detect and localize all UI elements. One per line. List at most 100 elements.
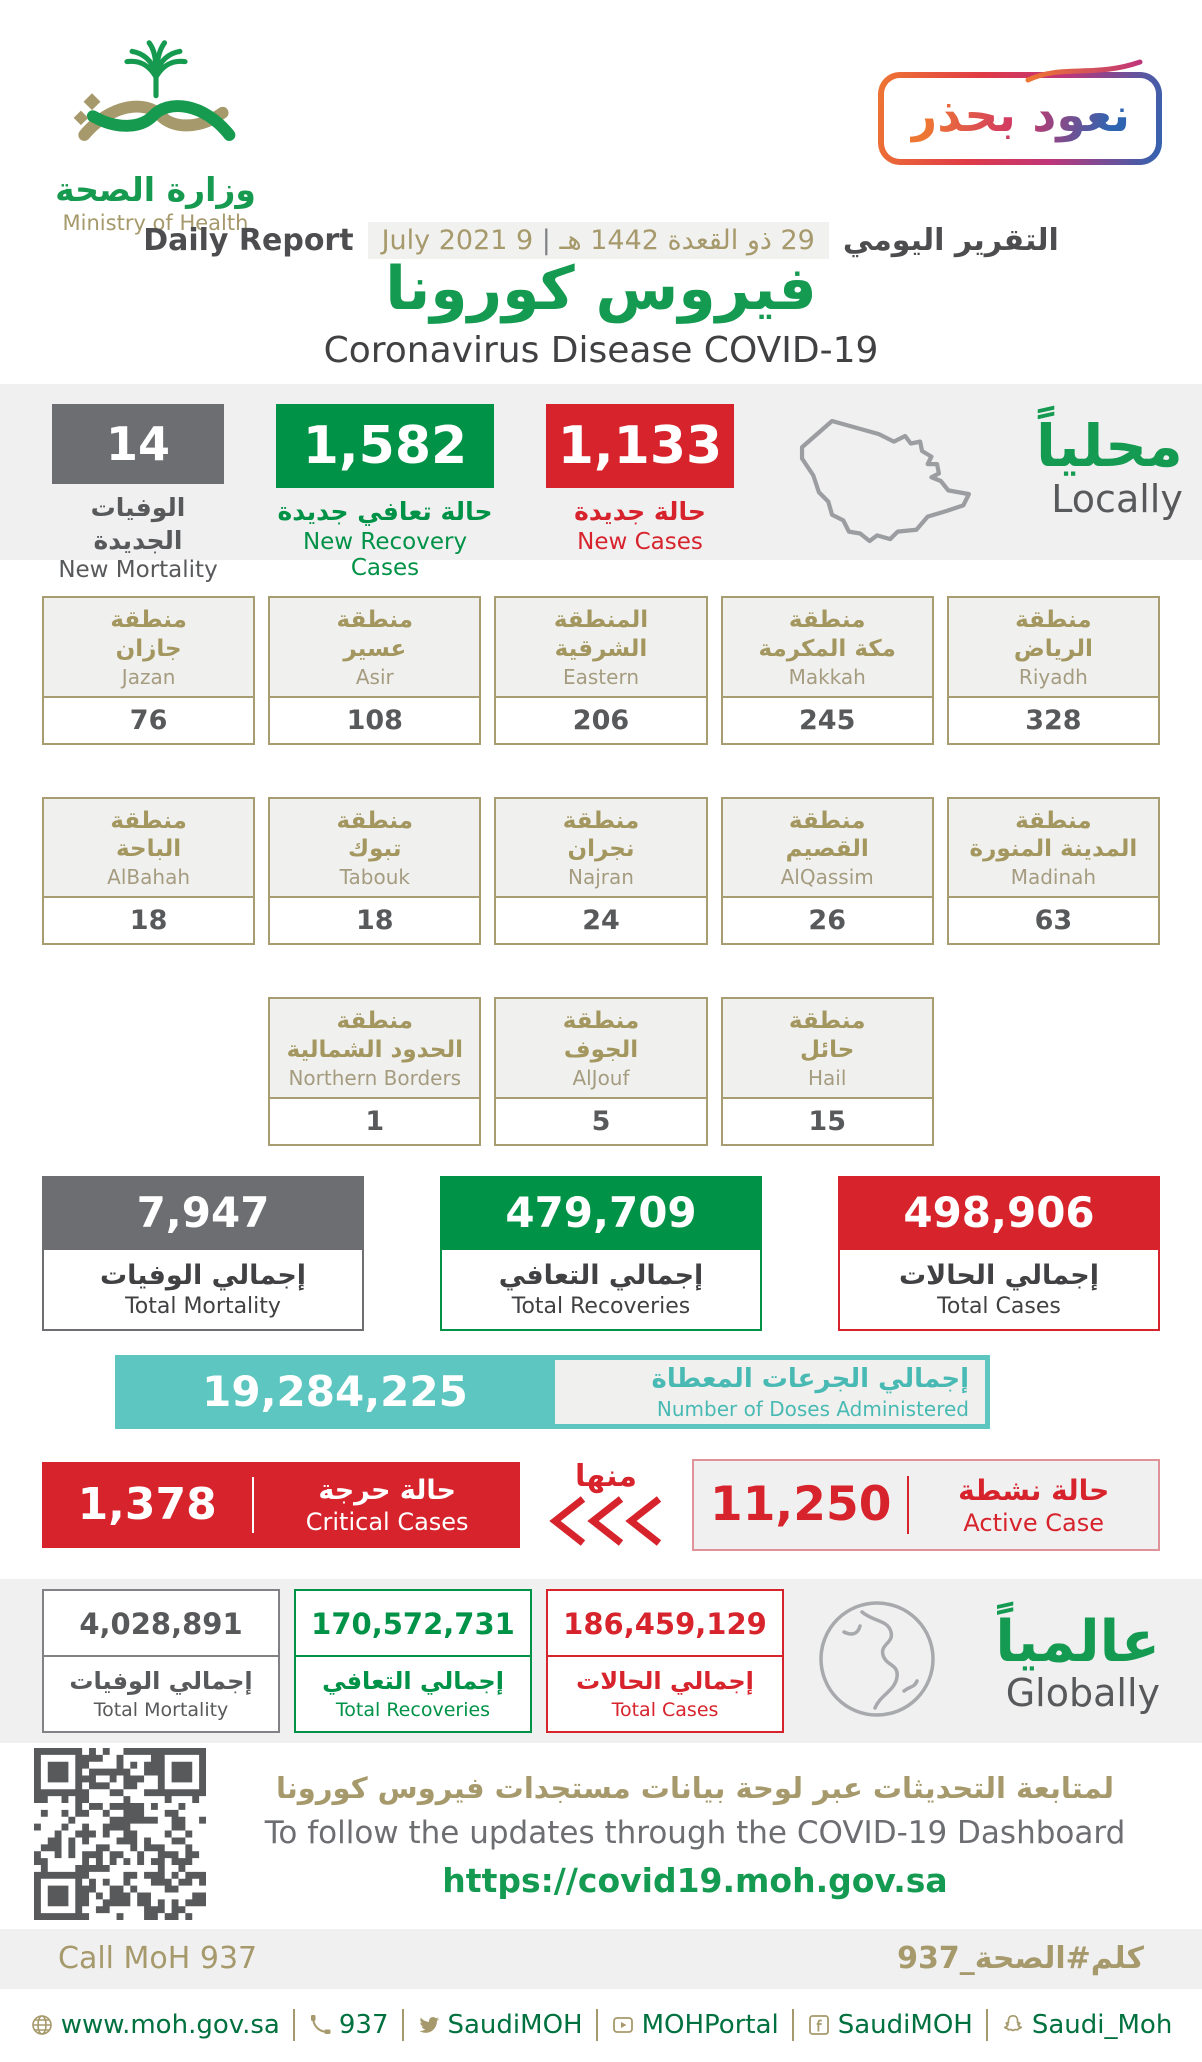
footer-separator xyxy=(985,2009,988,2042)
daily-report-label-ar: التقرير اليومي xyxy=(842,223,1059,258)
footer-youtube[interactable]: MOHPortal xyxy=(611,2010,779,2040)
critical-active-section: 1,378 حالة حرجة Critical Cases منها 11,2… xyxy=(0,1458,1202,1551)
footer-website[interactable]: www.moh.gov.sa xyxy=(30,2010,280,2040)
region-cases: 63 xyxy=(1034,905,1073,936)
region-cases: 18 xyxy=(356,905,394,936)
footer-facebook-text: SaudiMOH xyxy=(837,2010,973,2041)
report-header: وزارة الصحة Ministry of Health نعود بحذر… xyxy=(0,0,1202,384)
global-cases-label-en: Total Cases xyxy=(611,1698,719,1721)
daily-report-label-en: Daily Report xyxy=(143,223,354,258)
call-moh-label-en: Call MoH 937 xyxy=(58,1941,258,1977)
saudi-arabia-map-icon xyxy=(786,406,984,560)
moh-logo: وزارة الصحة Ministry of Health xyxy=(48,36,263,235)
footer-snapchat-text: Saudi_Moh xyxy=(1031,2010,1173,2041)
new-cases-stat: 1,133 حالة جديدة New Cases xyxy=(546,404,734,560)
total-recoveries-label-ar: إجمالي التعافي xyxy=(498,1259,704,1291)
footer-website-text: www.moh.gov.sa xyxy=(60,2010,280,2041)
global-cases-value: 186,459,129 xyxy=(563,1607,767,1642)
global-mortality-label-ar: إجمالي الوفيات xyxy=(69,1667,253,1696)
region-name-ar: المدينة المنورة xyxy=(969,836,1138,863)
region-prefix-ar: منطقة xyxy=(788,1008,866,1034)
footer-separator xyxy=(401,2009,404,2042)
dashboard-url-link[interactable]: https://covid19.moh.gov.sa xyxy=(442,1861,948,1901)
footer-phone-text: 937 xyxy=(338,2010,389,2041)
globally-label-en: Globally xyxy=(1005,1670,1160,1715)
region-name-ar: الجوف xyxy=(563,1036,639,1063)
footer-youtube-text: MOHPortal xyxy=(641,2010,779,2041)
locally-section: 14 الوفيات الجديدة New Mortality 1,582 ح… xyxy=(0,384,1202,583)
region-cases: 15 xyxy=(808,1105,846,1137)
dashboard-note-ar: لمتابعة التحديثات عبر لوحة بيانات مستجدا… xyxy=(276,1771,1114,1806)
region-box-riyadh: منطقة الرياض Riyadh 328 xyxy=(946,596,1160,745)
region-prefix-ar: منطقة xyxy=(788,807,866,834)
dashboard-note-en: To follow the updates through the COVID-… xyxy=(264,1815,1126,1852)
locally-label: محلياً Locally xyxy=(1036,404,1183,560)
region-name-en: AlBahah xyxy=(107,865,190,889)
region-box-hail: منطقة حائل Hail 15 xyxy=(720,997,934,1146)
total-recoveries-label-en: Total Recoveries xyxy=(511,1293,691,1319)
global-mortality-box: 4,028,891 إجمالي الوفيات Total Mortality xyxy=(42,1589,280,1733)
globally-label: عالمياً Globally xyxy=(995,1607,1160,1714)
doses-label-ar: إجمالي الجرعات المعطاة xyxy=(651,1364,969,1395)
region-name-ar: تبوك xyxy=(348,836,402,863)
doses-value: 19,284,225 xyxy=(202,1367,468,1417)
total-cases-label-ar: إجمالي الحالات xyxy=(898,1259,1100,1291)
phone-icon xyxy=(310,2015,331,2035)
region-name-en: Jazan xyxy=(121,664,176,689)
footer-snapchat[interactable]: Saudi_Moh xyxy=(1001,2010,1172,2040)
region-prefix-ar: منطقة xyxy=(788,607,866,633)
call-band: Call MoH 937 كلم#الصحة_937 xyxy=(0,1928,1202,1989)
globally-label-ar: عالمياً xyxy=(995,1609,1160,1676)
region-cases: 24 xyxy=(582,905,620,936)
region-box-northern-borders: منطقة الحدود الشمالية Northern Borders 1 xyxy=(268,997,482,1146)
region-prefix-ar: منطقة xyxy=(562,1008,640,1034)
new-cases-value: 1,133 xyxy=(546,404,734,488)
regions-section: منطقة جازان Jazan 76 منطقة عسير Asir 108 ا… xyxy=(0,560,1202,1146)
region-box-aljouf: منطقة الجوف AlJouf 5 xyxy=(494,997,708,1146)
region-name-en: Northern Borders xyxy=(288,1065,462,1090)
moh-logo-icon xyxy=(73,40,235,141)
total-cases-label-en: Total Cases xyxy=(937,1293,1061,1319)
divider xyxy=(252,1476,255,1533)
total-recoveries-box: 479,709 إجمالي التعافي Total Recoveries xyxy=(440,1175,762,1331)
new-cases-label-ar: حالة جديدة xyxy=(574,497,706,526)
region-box-jazan: منطقة جازان Jazan 76 xyxy=(42,596,256,745)
global-recoveries-value: 170,572,731 xyxy=(311,1607,515,1642)
twitter-icon xyxy=(419,2017,439,2034)
new-cases-label-en: New Cases xyxy=(577,528,703,555)
region-box-makkah: منطقة مكة المكرمة Makkah 245 xyxy=(720,596,934,745)
region-cases: 18 xyxy=(129,905,168,936)
footer-twitter-text: SaudiMOH xyxy=(447,2010,583,2041)
region-name-en: AlQassim xyxy=(780,865,874,889)
footer-phone[interactable]: 937 xyxy=(308,2010,389,2040)
call-moh-hashtag-ar: كلم#الصحة_937 xyxy=(897,1941,1144,1977)
totals-section: 7,947 إجمالي الوفيات Total Mortality 479… xyxy=(0,1175,1202,1331)
region-name-en: Riyadh xyxy=(1018,664,1088,689)
badge-slogan: نعود بحذر xyxy=(910,88,1130,143)
qr-code xyxy=(34,1747,206,1920)
active-cases-label-ar: حالة نشطة xyxy=(958,1473,1110,1507)
page-title-english: Coronavirus Disease COVID-19 xyxy=(323,330,879,371)
footer-separator xyxy=(791,2009,794,2042)
footer-facebook[interactable]: SaudiMOH xyxy=(807,2010,973,2040)
region-box-asir: منطقة عسير Asir 108 xyxy=(268,596,482,745)
new-mortality-label-ar: الوفيات الجديدة xyxy=(90,493,186,555)
doses-label-en: Number of Doses Administered xyxy=(656,1396,969,1421)
critical-cases-value: 1,378 xyxy=(77,1479,217,1531)
globe-icon xyxy=(31,2015,52,2036)
footer-twitter[interactable]: SaudiMOH xyxy=(417,2010,583,2040)
region-name-ar: عسير xyxy=(343,635,407,662)
left-chevrons-icon xyxy=(549,1496,662,1547)
region-prefix-ar: منطقة xyxy=(336,607,414,633)
region-name-ar: الرياض xyxy=(1013,635,1093,662)
critical-cases-box: 1,378 حالة حرجة Critical Cases xyxy=(42,1461,520,1548)
new-recoveries-value: 1,582 xyxy=(276,404,494,488)
active-cases-box: 11,250 حالة نشطة Active Case xyxy=(692,1458,1160,1551)
region-cases: 328 xyxy=(1025,704,1082,736)
active-cases-value: 11,250 xyxy=(710,1477,892,1533)
global-mortality-label-en: Total Mortality xyxy=(93,1698,229,1721)
contact-footer: www.moh.gov.sa 937 SaudiMOH MOHPortal Sa… xyxy=(0,1989,1202,2062)
new-recoveries-stat: 1,582 حالة تعافي جديدة New Recovery Case… xyxy=(276,404,494,581)
region-name-en: Madinah xyxy=(1010,865,1097,889)
new-recoveries-label-en: New Recovery Cases xyxy=(302,528,468,581)
